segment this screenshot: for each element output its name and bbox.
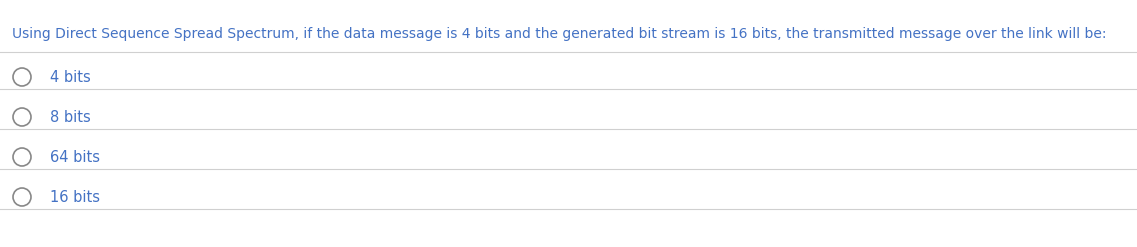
Text: 8 bits: 8 bits [50, 109, 91, 124]
Text: Using Direct Sequence Spread Spectrum, if the data message is 4 bits and the gen: Using Direct Sequence Spread Spectrum, i… [13, 27, 1106, 41]
Text: 16 bits: 16 bits [50, 189, 100, 205]
Text: 4 bits: 4 bits [50, 69, 91, 84]
Text: 64 bits: 64 bits [50, 149, 100, 165]
